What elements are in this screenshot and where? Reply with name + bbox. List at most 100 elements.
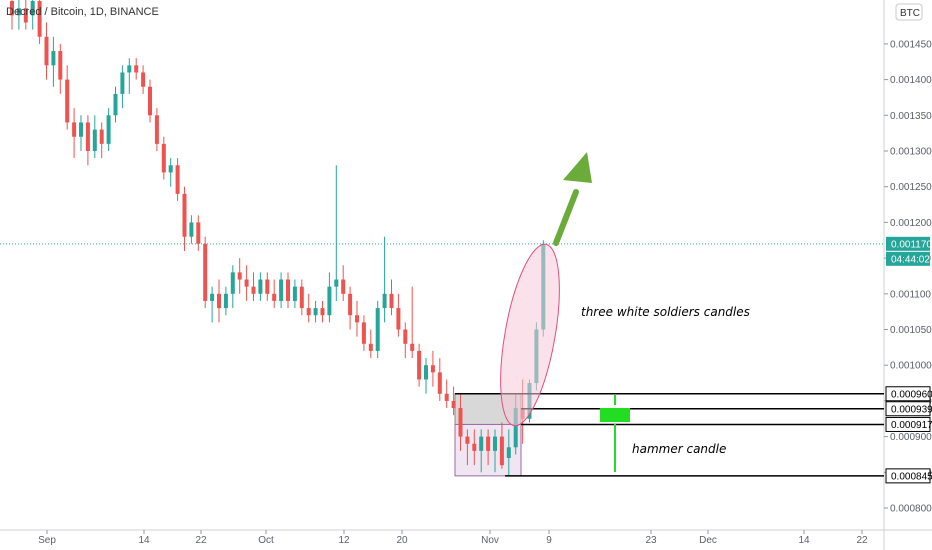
candle-body [154, 115, 159, 144]
candle-body [403, 329, 408, 344]
level-price-flag [885, 416, 931, 432]
level-price-flag-text: 0.000939 [891, 404, 932, 415]
level-price-flag [885, 401, 931, 417]
chart-title: Decred / Bitcoin, 1D, BINANCE [6, 6, 159, 18]
candle-body [479, 436, 484, 451]
candle-body [244, 279, 249, 287]
bullish-arrow-shaft [553, 189, 579, 246]
candle-body [458, 408, 463, 437]
candle-body [210, 293, 215, 301]
date-tick-label: 23 [645, 535, 657, 546]
price-tick-label: 0.001050 [890, 325, 932, 336]
level-price-flag-text: 0.000917 [891, 420, 932, 431]
candle-body [168, 165, 173, 173]
level-price-flag [885, 386, 931, 402]
date-tick-label: 14 [798, 535, 810, 546]
candle-body [382, 293, 387, 309]
date-tick-label: 22 [195, 535, 207, 546]
candle-body [37, 1, 42, 37]
candle-body [230, 272, 235, 294]
date-tick-label: 9 [546, 535, 552, 546]
candle-body [417, 350, 422, 380]
soldiers-annotation: three white soldiers candles [581, 305, 750, 319]
candle-body [306, 308, 311, 316]
candle-body [493, 436, 497, 451]
candle-body [120, 72, 125, 94]
candle-body [396, 308, 401, 330]
countdown-flag-text: 04:44:02 [891, 254, 930, 265]
candle-body [313, 308, 318, 316]
level-price-flag [885, 468, 931, 484]
candle-body [44, 36, 49, 66]
candle-body [113, 93, 118, 116]
candle-body [30, 1, 35, 16]
annotations [500, 152, 630, 472]
hammer-annotation: hammer candle [632, 442, 726, 456]
candle-body [320, 308, 325, 316]
candle-body [72, 122, 77, 137]
candle-body [361, 322, 366, 344]
date-tick-label: Nov [481, 535, 499, 546]
candle-body [148, 86, 152, 116]
candle-body [134, 65, 139, 73]
last-price-flag [886, 236, 930, 251]
candle-body [375, 308, 380, 351]
candle-body [58, 51, 63, 80]
candle-body [99, 129, 104, 144]
candle-body [217, 293, 221, 309]
candle-body [430, 365, 435, 373]
candle-body [348, 293, 353, 316]
candle-body [85, 122, 90, 151]
candle-body [472, 443, 477, 451]
candle-body [334, 279, 339, 287]
candle-body [341, 279, 346, 294]
bullish-arrow-icon [553, 152, 592, 246]
level-price-flag-text: 0.000845 [891, 471, 932, 482]
candle-body [299, 286, 304, 309]
currency-badge[interactable]: BTC [895, 3, 923, 21]
candle-body [141, 72, 146, 87]
candle-body [127, 65, 132, 73]
date-tick-label: 14 [138, 535, 150, 546]
candle-body [368, 343, 373, 351]
candle-body [79, 122, 83, 137]
time-axis[interactable]: Sep 14 22 Oct 12 20 Nov 9 23 Dec 14 22 [38, 530, 868, 546]
candle-body [106, 115, 111, 144]
candle-body [513, 408, 518, 448]
countdown-flag [886, 251, 930, 266]
candle-body [499, 436, 504, 466]
price-tick-label: 0.001100 [890, 289, 931, 300]
candle-body [189, 222, 194, 237]
level-price-flag-text: 0.000960 [891, 389, 932, 400]
candle-body [424, 365, 428, 380]
candle-body [389, 293, 394, 309]
candle-body [265, 279, 270, 294]
candle-body [506, 447, 511, 459]
price-tick-label: 0.000800 [890, 504, 932, 515]
candle-body [258, 279, 263, 294]
candle-body [279, 279, 284, 301]
bullish-arrow-head [563, 152, 592, 183]
candle-body [161, 143, 166, 173]
candle-body [465, 436, 470, 444]
price-tick-label: 0.001250 [890, 182, 932, 193]
date-tick-label: 20 [396, 535, 408, 546]
price-tick-label: 0.001000 [890, 361, 932, 372]
date-tick-label: Sep [38, 535, 56, 546]
price-axis[interactable]: 0.001450 0.001400 0.001350 0.001300 0.001250… [884, 39, 932, 515]
candle-body [203, 243, 208, 301]
candle-body [292, 286, 297, 301]
candle-body [223, 293, 228, 309]
candle-body [182, 193, 187, 237]
level-lines [0, 243, 884, 477]
candle-body [286, 279, 290, 301]
price-tick-label: 0.001300 [890, 147, 932, 158]
candle-body [272, 293, 277, 301]
candle-body [437, 372, 442, 394]
soldiers-ellipse [500, 243, 560, 427]
price-tick-label: 0.001350 [890, 111, 932, 122]
candle-body [51, 51, 56, 66]
candle-body [444, 393, 449, 401]
